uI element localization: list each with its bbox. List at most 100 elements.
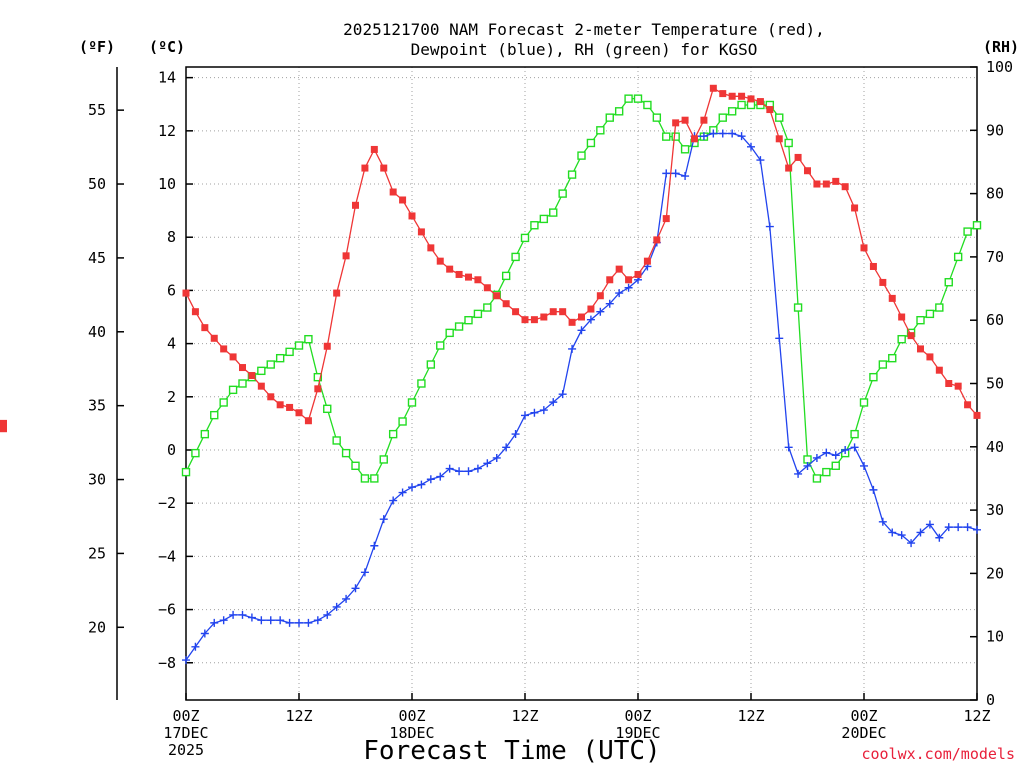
rh-point bbox=[662, 132, 671, 141]
time-tick-label: 12Z bbox=[737, 707, 764, 725]
temperature-point bbox=[182, 289, 190, 297]
temperature-point bbox=[888, 294, 896, 302]
temperature-point bbox=[191, 308, 199, 316]
dewpoint-point bbox=[737, 132, 746, 141]
fahrenheit-tick-label: 55 bbox=[88, 101, 106, 119]
celsius-tick-label: 14 bbox=[158, 69, 176, 87]
rh-point bbox=[775, 113, 784, 122]
temperature-point bbox=[229, 353, 237, 361]
rh-point bbox=[351, 461, 360, 470]
rh-point bbox=[407, 398, 417, 407]
temperature-point bbox=[625, 276, 633, 284]
rh-point bbox=[388, 429, 398, 439]
rh-tick-label: 0 bbox=[986, 691, 995, 709]
dewpoint-point bbox=[935, 533, 944, 542]
temperature-point bbox=[370, 145, 378, 153]
celsius-tick-label: 4 bbox=[167, 335, 176, 353]
temperature-point bbox=[512, 308, 520, 316]
temperature-point bbox=[615, 265, 623, 273]
temperature-point bbox=[427, 244, 435, 252]
temperature-point bbox=[483, 284, 491, 292]
rh-point bbox=[803, 455, 812, 464]
time-tick-label: 2025 bbox=[168, 741, 204, 759]
dewpoint-point bbox=[699, 132, 708, 141]
rh-point bbox=[398, 417, 407, 426]
rh-point bbox=[586, 138, 596, 148]
rh-point bbox=[850, 429, 859, 439]
dewpoint-point bbox=[605, 299, 614, 308]
rh-tick-label: 100 bbox=[986, 58, 1013, 76]
dewpoint-point bbox=[191, 642, 200, 651]
rh-point bbox=[831, 461, 840, 470]
dewpoint-point bbox=[351, 584, 360, 593]
temperature-point bbox=[709, 84, 717, 92]
dewpoint-point bbox=[266, 616, 275, 625]
dewpoint-point bbox=[511, 430, 520, 439]
dewpoint-point bbox=[784, 443, 793, 452]
temperature-point bbox=[822, 180, 830, 188]
celsius-tick-label: 10 bbox=[158, 175, 176, 193]
temperature-point bbox=[0, 425, 7, 433]
temperature-point bbox=[634, 270, 642, 278]
rh-point bbox=[294, 341, 304, 350]
rh-point bbox=[257, 366, 266, 376]
rh-point bbox=[793, 303, 803, 312]
rh-point bbox=[473, 309, 483, 319]
celsius-tick-label: 2 bbox=[167, 388, 176, 406]
rh-tick-label: 30 bbox=[986, 501, 1004, 519]
dewpoint-point bbox=[624, 283, 633, 292]
time-tick-label: 12Z bbox=[511, 707, 538, 725]
dewpoint-point bbox=[389, 496, 398, 505]
rh-point bbox=[577, 151, 586, 160]
rh-point bbox=[718, 113, 727, 122]
rh-point bbox=[323, 404, 332, 414]
rh-point bbox=[454, 322, 464, 331]
temperature-point bbox=[502, 300, 510, 308]
x-axis-title: Forecast Time (UTC) bbox=[363, 736, 660, 766]
temperature-point bbox=[333, 289, 341, 297]
dewpoint-point bbox=[709, 129, 718, 138]
rh-point bbox=[963, 227, 972, 236]
rh-point bbox=[341, 448, 351, 458]
series-temperature bbox=[0, 84, 981, 433]
dewpoint-point bbox=[860, 461, 868, 470]
temperature-point bbox=[643, 257, 651, 265]
temperature-point bbox=[841, 183, 849, 191]
temperature-point bbox=[549, 308, 557, 316]
site-credit: coolwx.com/models bbox=[861, 745, 1015, 763]
rh-point bbox=[483, 303, 492, 312]
rh-point bbox=[426, 360, 436, 369]
rh-point bbox=[925, 309, 935, 319]
temperature-point bbox=[417, 228, 425, 236]
dewpoint-point bbox=[426, 475, 435, 484]
dewpoint-point bbox=[295, 618, 303, 627]
plot-frame bbox=[185, 66, 978, 701]
temperature-point bbox=[342, 252, 350, 260]
rh-point bbox=[746, 100, 756, 110]
temperature-point bbox=[361, 164, 369, 172]
celsius-tick-label: −4 bbox=[158, 547, 176, 565]
celsius-tick-label: −8 bbox=[158, 654, 176, 672]
rh-point bbox=[520, 233, 530, 243]
temperature-point bbox=[408, 212, 416, 220]
rh-point bbox=[238, 379, 247, 388]
rh-point bbox=[313, 372, 323, 382]
dewpoint-point bbox=[756, 156, 765, 165]
dewpoint-point bbox=[803, 461, 812, 470]
temperature-point bbox=[860, 244, 868, 252]
temperature-point bbox=[286, 403, 294, 411]
dewpoint-point bbox=[257, 616, 266, 625]
rh-point bbox=[191, 448, 200, 458]
time-tick-label: 00Z bbox=[850, 707, 877, 725]
temperature-point bbox=[314, 385, 322, 393]
temperature-point bbox=[578, 313, 585, 321]
temperature-point bbox=[945, 380, 953, 387]
dewpoint-point bbox=[332, 602, 341, 611]
temperature-point bbox=[239, 364, 246, 372]
rh-point bbox=[511, 252, 520, 262]
temperature-point bbox=[794, 153, 802, 161]
dewpoint-point bbox=[549, 398, 558, 407]
series-layer bbox=[0, 84, 982, 665]
rh-point bbox=[596, 126, 605, 135]
temperature-point bbox=[926, 353, 934, 361]
